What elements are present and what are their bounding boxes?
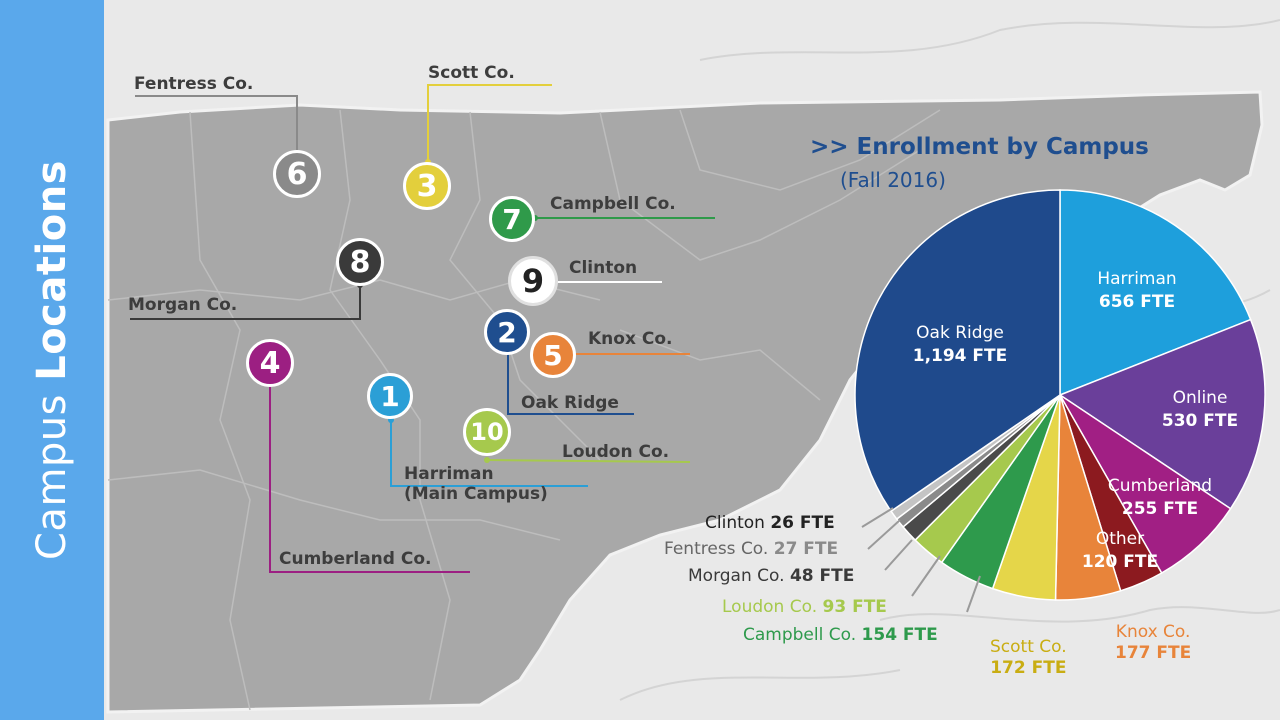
outside-value-scott: 172 FTE (990, 658, 1067, 679)
slice-name-oak-ridge: Oak Ridge (916, 323, 1004, 344)
label-harriman-line2: (Main Campus) (404, 484, 548, 505)
pin-7[interactable]: 7 (489, 196, 535, 242)
callout-line-4 (269, 378, 470, 573)
outside-name-scott: Scott Co. (990, 637, 1067, 657)
outside-value-campbell: 154 FTE (861, 625, 938, 645)
outside-label-fentress: Fentress Co. 27 FTE (664, 539, 838, 560)
label-knox: Knox Co. (588, 329, 673, 349)
slice-label-online: Online 530 FTE (1162, 387, 1238, 433)
pin-9[interactable]: 9 (508, 256, 558, 306)
label-oak-ridge: Oak Ridge (521, 393, 619, 413)
callout-dot-10 (484, 457, 490, 463)
callout-line-10 (486, 459, 691, 463)
sidebar: Campus Locations (0, 0, 104, 720)
pin-8[interactable]: 8 (336, 238, 384, 286)
chart-subtitle: (Fall 2016) (840, 168, 946, 192)
outside-value-loudon: 93 FTE (822, 597, 887, 617)
outside-name-clinton: Clinton (705, 513, 765, 533)
slice-value-cumberland: 255 FTE (1121, 499, 1199, 519)
slice-name-online: Online (1172, 388, 1228, 409)
label-scott: Scott Co. (428, 63, 515, 83)
pin-5[interactable]: 5 (530, 332, 576, 378)
label-clinton: Clinton (569, 258, 638, 278)
pin-3[interactable]: 3 (403, 162, 451, 210)
label-campbell: Campbell Co. (550, 194, 676, 214)
pin-1[interactable]: 1 (367, 373, 413, 419)
slice-name-cumberland: Cumberland (1107, 476, 1213, 497)
pin-6[interactable]: 6 (273, 150, 321, 198)
label-fentress: Fentress Co. (134, 74, 254, 94)
slice-name-other: Other (1095, 529, 1145, 550)
outside-label-morgan: Morgan Co. 48 FTE (688, 566, 854, 587)
outside-label-loudon: Loudon Co. 93 FTE (722, 597, 887, 618)
outside-value-clinton: 26 FTE (770, 513, 835, 533)
pin-2[interactable]: 2 (484, 309, 530, 355)
outside-value-knox: 177 FTE (1115, 643, 1192, 664)
outside-value-fentress: 27 FTE (773, 539, 839, 559)
callout-line-1 (390, 420, 588, 487)
label-morgan: Morgan Co. (128, 295, 238, 315)
outside-label-clinton: Clinton 26 FTE (705, 513, 835, 534)
label-cumberland: Cumberland Co. (279, 549, 432, 569)
outside-name-loudon: Loudon Co. (722, 597, 818, 617)
outside-name-fentress: Fentress Co. (664, 539, 769, 559)
callout-line-3 (427, 84, 552, 162)
slice-value-oak-ridge: 1,194 FTE (912, 346, 1008, 366)
slice-value-online: 530 FTE (1161, 411, 1239, 431)
callout-line-8 (130, 285, 361, 320)
outside-name-knox: Knox Co. (1115, 622, 1191, 642)
slice-name-harriman: Harriman (1097, 269, 1177, 290)
slice-label-harriman: Harriman 656 FTE (1097, 268, 1176, 314)
outside-value-morgan: 48 FTE (789, 566, 855, 586)
callout-line-6 (135, 95, 298, 158)
slice-value-other: 120 FTE (1081, 552, 1159, 572)
chart-title: >> Enrollment by Campus (810, 134, 1149, 160)
outside-name-campbell: Campbell Co. (743, 625, 857, 645)
pin-4[interactable]: 4 (246, 339, 294, 387)
label-loudon: Loudon Co. (562, 442, 670, 462)
outside-label-scott: Scott Co. 172 FTE (990, 637, 1067, 680)
label-harriman-line1: Harriman (404, 464, 494, 484)
pin-10[interactable]: 10 (463, 408, 511, 456)
slice-label-oak-ridge: Oak Ridge 1,194 FTE (913, 322, 1008, 368)
slice-label-cumberland: Cumberland 255 FTE (1108, 475, 1212, 521)
outside-name-morgan: Morgan Co. (688, 566, 785, 586)
callout-line-2 (507, 350, 634, 415)
label-harriman: Harriman (Main Campus) (404, 464, 548, 505)
slice-label-other: Other 120 FTE (1082, 528, 1158, 574)
slice-value-harriman: 656 FTE (1098, 292, 1176, 312)
outside-label-campbell: Campbell Co. 154 FTE (743, 625, 938, 646)
outside-label-knox: Knox Co. 177 FTE (1115, 622, 1191, 665)
